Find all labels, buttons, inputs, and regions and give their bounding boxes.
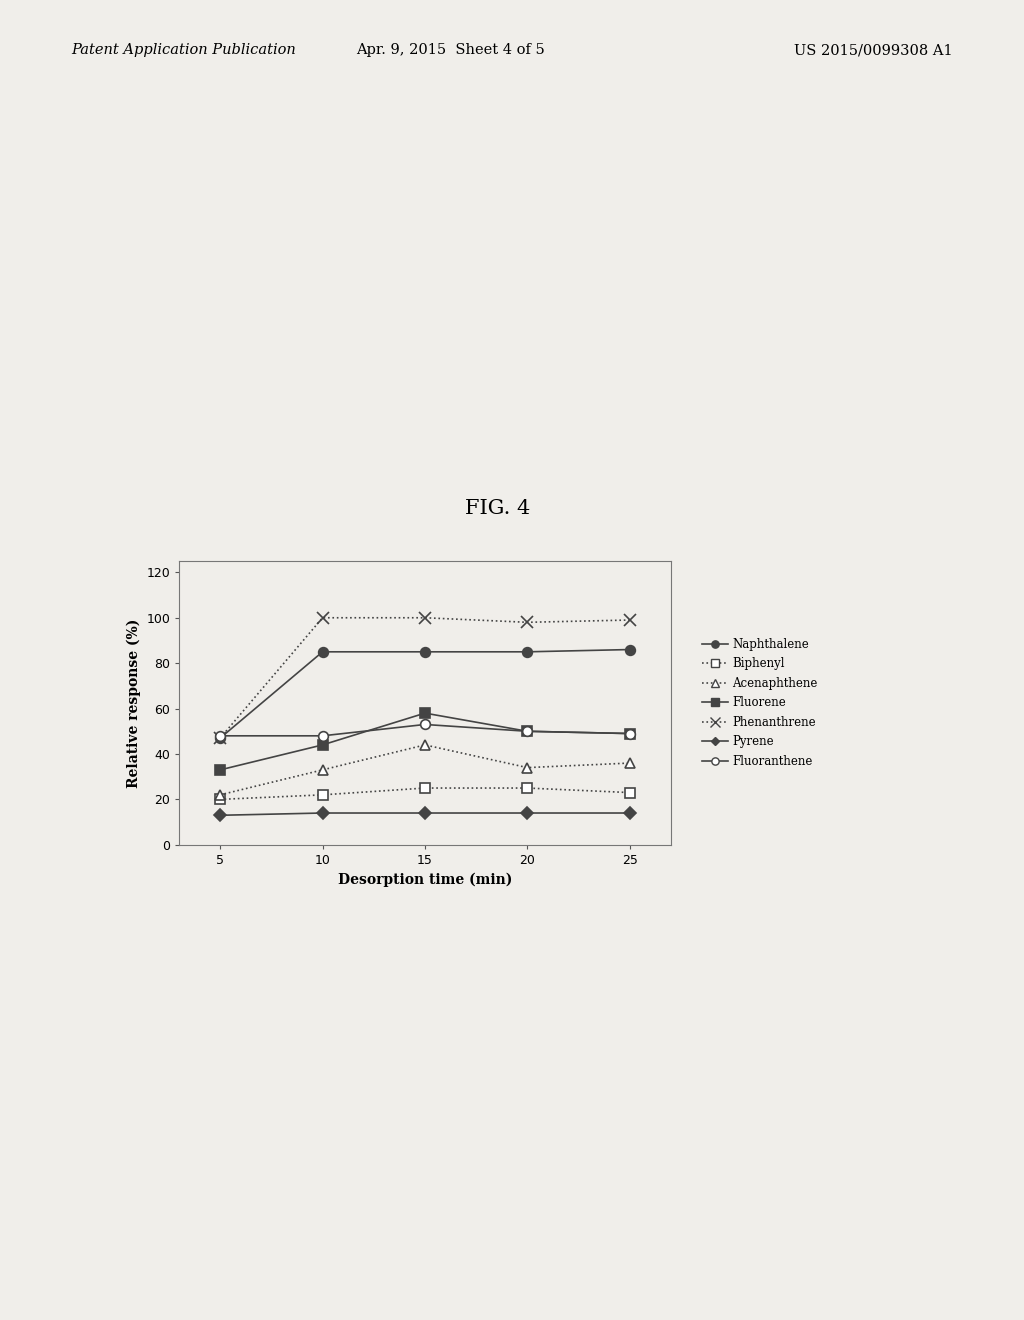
Text: Apr. 9, 2015  Sheet 4 of 5: Apr. 9, 2015 Sheet 4 of 5: [356, 44, 545, 57]
Legend: Naphthalene, Biphenyl, Acenaphthene, Fluorene, Phenanthrene, Pyrene, Fluoranthen: Naphthalene, Biphenyl, Acenaphthene, Flu…: [697, 634, 822, 772]
Y-axis label: Relative response (%): Relative response (%): [126, 618, 140, 788]
Text: US 2015/0099308 A1: US 2015/0099308 A1: [794, 44, 952, 57]
X-axis label: Desorption time (min): Desorption time (min): [338, 873, 512, 887]
Text: Patent Application Publication: Patent Application Publication: [72, 44, 296, 57]
Text: FIG. 4: FIG. 4: [465, 499, 530, 517]
